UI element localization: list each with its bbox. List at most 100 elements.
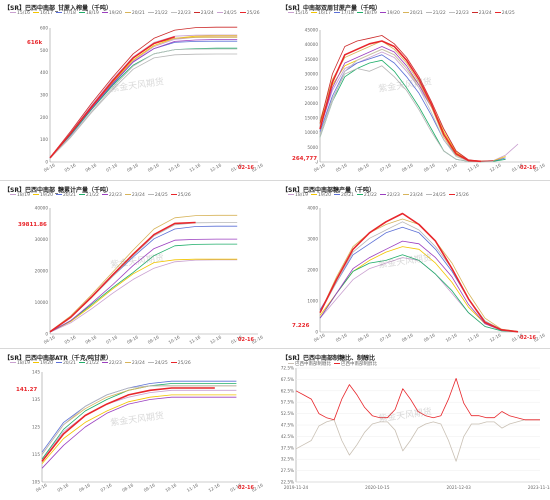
y-tick-label: 40000: [305, 42, 319, 47]
x-tick-label: 08-16: [121, 482, 134, 493]
x-tick-label: 08-16: [401, 332, 414, 343]
legend-item: 22/23: [170, 11, 191, 16]
y-tick-label: 300: [40, 93, 48, 98]
x-tick-label: 12-16: [209, 162, 222, 173]
panel-title: 【SR】巴西中南部_甘蔗入榨量（千吨）: [4, 5, 112, 12]
series-line-巴西中南部制糖比: [295, 419, 540, 462]
legend-label: 22/23: [177, 11, 191, 16]
legend-label: 23/24: [200, 11, 214, 16]
legend-label: 21/22: [85, 193, 99, 198]
x-tick-label: 11-16: [188, 162, 201, 173]
panel-title: 【SR】巴西中南部糖产量（千吨）: [282, 187, 375, 194]
legend-swatch: [379, 194, 386, 195]
y-tick-label: 20000: [305, 101, 319, 106]
legend-label: 25/26: [177, 193, 191, 198]
y-tick-label: 20000: [35, 269, 49, 274]
series-line-23/24: [319, 35, 494, 162]
series-line-17/18: [49, 40, 238, 159]
x-tick-label: 02-16: [533, 162, 546, 173]
x-tick-label: 04-16: [43, 162, 56, 173]
legend-label: 18/19: [295, 193, 308, 198]
x-tick-label: 02-16: [251, 482, 264, 493]
legend-label: 20/21: [131, 11, 145, 16]
legend-item: 17/18: [55, 11, 76, 16]
series-line-21/22: [319, 254, 519, 333]
x-tick-label: 01-16: [511, 162, 524, 173]
series-line-16/17: [319, 48, 506, 162]
x-tick-label: 04-16: [313, 332, 326, 343]
chart-plot: 105 115 125 135 145 04-16 05-16 06-16 07-16 08-16…: [32, 370, 264, 493]
legend-label: 17/18: [340, 11, 354, 16]
legend-item: 21/22: [356, 193, 377, 198]
y-tick-label: 0: [315, 330, 318, 335]
legend: 18/19 19/20 20/21 21/22 22/23 23/24 24/25 25/26: [10, 193, 194, 201]
x-tick-label: 12-16: [208, 482, 221, 493]
legend-item: 18/19: [356, 11, 377, 16]
legend-swatch: [124, 362, 131, 363]
legend: 巴西中南部制糖比 巴西中南部制醇比: [288, 361, 380, 369]
x-tick-label: 02-16: [251, 162, 264, 173]
panel-cane-crush: 【SR】巴西中南部_甘蔗入榨量（千吨） 15/16 16/17 17/18 18/19…: [0, 0, 272, 178]
y-tick-label: 500: [40, 48, 48, 53]
legend-label: 23/24: [409, 193, 423, 198]
legend-item: 21/22: [147, 11, 168, 16]
panel-title: 【SR】中南部双周甘蔗产量（千吨）: [282, 5, 381, 12]
series-line-25/26: [49, 35, 176, 159]
legend-swatch: [147, 362, 154, 363]
legend-label: 16/17: [39, 11, 53, 16]
x-tick-label: 06-16: [84, 162, 97, 173]
series-line-18/19: [49, 47, 238, 159]
y-tick-label: 145: [32, 370, 40, 375]
legend-item: 24/25: [425, 193, 446, 198]
series-line-22/23: [319, 240, 519, 333]
legend-item: 20/21: [55, 361, 76, 366]
x-tick-label: 04-16: [313, 162, 326, 173]
x-tick-label: 06-16: [357, 332, 370, 343]
series-line-22/23: [319, 48, 494, 162]
legend-item: 15/16: [10, 11, 30, 16]
legend-label: 25/26: [246, 11, 260, 16]
y-tick-label: 40000: [35, 206, 49, 211]
legend-label: 23/24: [478, 11, 492, 16]
x-tick-label: 04-16: [43, 334, 56, 345]
y-tick-label: 105: [32, 480, 40, 485]
legend-item: 25/26: [170, 193, 191, 198]
x-tick-label: 02-16: [533, 332, 546, 343]
legend-swatch: [170, 194, 177, 195]
y-tick-label: 37.5%: [281, 445, 294, 450]
legend-swatch: [78, 362, 85, 363]
x-tick-label: 11-16: [467, 332, 480, 343]
legend: 15/16 16/17 17/18 18/19 19/20 20/21 21/22 22/23…: [288, 11, 518, 19]
y-tick-label: 10000: [305, 130, 319, 135]
legend-swatch: [288, 12, 294, 13]
chart-plot: 0 1000 2000 3000 4000 04-16 05-16 06-16 07-16 08-…: [307, 206, 546, 343]
x-tick-label: 04-16: [35, 482, 48, 493]
x-tick-label: 08-16: [126, 334, 139, 345]
legend-item: 19/20: [101, 11, 122, 16]
legend-item: 21/22: [78, 361, 99, 366]
legend-item: 巴西中南部制糖比: [288, 361, 331, 367]
legend-swatch: [10, 12, 16, 13]
x-tick-label: 06-16: [357, 162, 370, 173]
panel-mix-ratio: 【SR】巴西中南部制糖比、制醇比 巴西中南部制糖比 巴西中南部制醇比 22.5% 2…: [278, 350, 550, 496]
legend-item: 23/24: [402, 193, 423, 198]
x-tick-label: 09-16: [143, 482, 156, 493]
legend-item: 18/19: [78, 11, 99, 16]
series-line-25/26: [41, 387, 215, 462]
legend-swatch: [216, 12, 223, 13]
y-tick-label: 600: [40, 26, 48, 31]
legend-swatch: [356, 12, 363, 13]
legend-swatch: [425, 194, 432, 195]
legend-item: 20/21: [333, 193, 354, 198]
legend-item: 25/26: [170, 361, 191, 366]
y-tick-label: 52.5%: [281, 411, 294, 416]
legend-label: 18/19: [85, 11, 99, 16]
x-tick-label: 09-16: [423, 332, 436, 343]
y-tick-label: 135: [32, 397, 40, 402]
legend-swatch: [402, 12, 409, 13]
legend-swatch: [288, 363, 294, 364]
legend-item: 22/23: [448, 11, 469, 16]
legend-label: 24/25: [223, 11, 237, 16]
x-tick-label: 10-16: [445, 162, 458, 173]
series-line-21/22: [49, 53, 238, 159]
